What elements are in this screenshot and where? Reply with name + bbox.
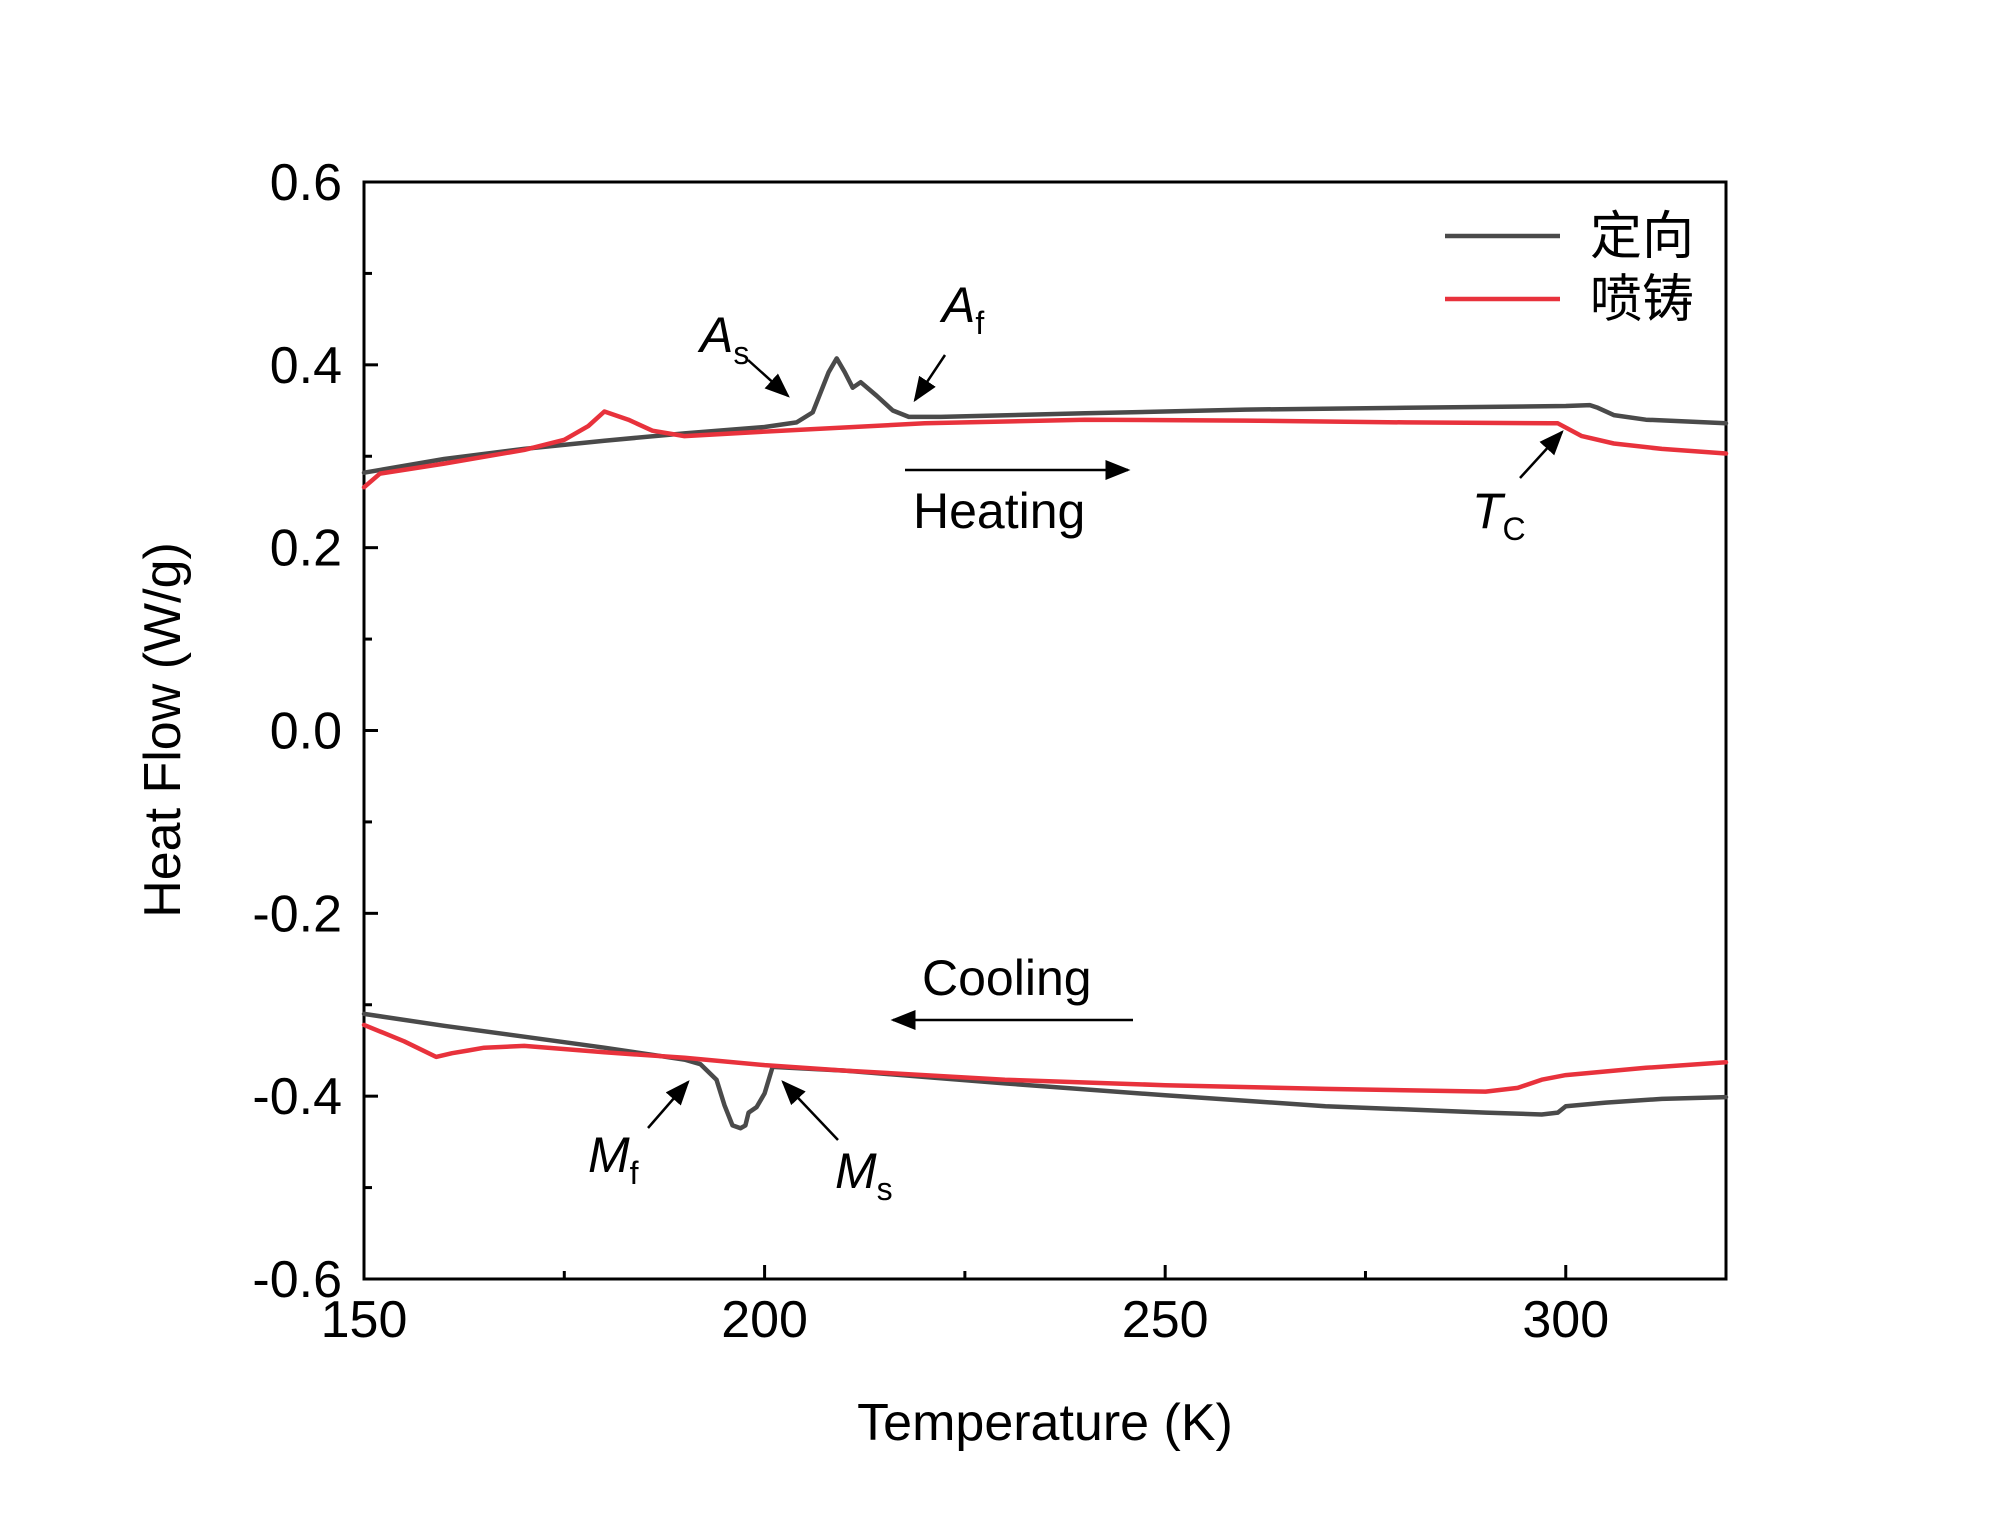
label-tc-sub: C <box>1503 511 1526 547</box>
arrow-as <box>747 359 790 398</box>
series-line-dingxiang-heating <box>361 356 1729 475</box>
x-axis-ticks: 150 200 250 300 <box>321 1265 1609 1349</box>
arrow-mf <box>647 1080 690 1129</box>
label-tc-main: T <box>1472 483 1506 539</box>
legend: 定向 喷铸 <box>1445 207 1694 330</box>
label-heating: Heating <box>913 483 1085 539</box>
label-as-sub: s <box>733 335 749 371</box>
label-cooling: Cooling <box>922 950 1092 1006</box>
label-ms: Ms <box>835 1143 893 1207</box>
legend-label-penzhu: 喷铸 <box>1590 270 1694 330</box>
annotation-labels: As Af TC Mf Ms Heating Cooling <box>588 277 1526 1207</box>
x-tick-label: 300 <box>1522 1291 1609 1349</box>
arrow-ms <box>781 1080 839 1141</box>
series-line-penzhu-heating <box>361 409 1729 490</box>
label-as: As <box>697 307 749 371</box>
y-axis-title: Heat Flow (W/g) <box>134 542 192 918</box>
label-ms-main: M <box>835 1143 877 1199</box>
x-axis-title: Temperature (K) <box>857 1394 1233 1452</box>
y-tick-label: 0.4 <box>270 337 342 395</box>
y-tick-label: 0.0 <box>270 703 342 761</box>
label-mf-sub: f <box>630 1155 639 1191</box>
label-af: Af <box>939 277 984 341</box>
y-tick-label: -0.4 <box>252 1068 342 1126</box>
label-mf-main: M <box>588 1127 630 1183</box>
arrow-af <box>913 354 947 403</box>
series-line-penzhu-cooling <box>361 1022 1729 1094</box>
x-tick-label: 200 <box>721 1291 808 1349</box>
annotation-arrows <box>647 354 1564 1141</box>
label-af-sub: f <box>975 305 984 341</box>
series-line-dingxiang-cooling <box>361 1011 1729 1131</box>
label-tc: TC <box>1472 483 1526 547</box>
label-mf: Mf <box>588 1127 639 1191</box>
y-tick-label: 0.6 <box>270 154 342 212</box>
x-tick-label: 150 <box>321 1291 408 1349</box>
y-tick-label: -0.2 <box>252 885 342 943</box>
y-axis-ticks: -0.6 -0.4 -0.2 0.0 0.2 0.4 0.6 <box>252 154 378 1309</box>
y-tick-label: 0.2 <box>270 520 342 578</box>
legend-label-dingxiang: 定向 <box>1590 207 1694 267</box>
y-tick-label: -0.6 <box>252 1251 342 1309</box>
label-af-main: A <box>939 277 975 333</box>
series-layer <box>361 356 1729 1131</box>
label-ms-sub: s <box>877 1171 893 1207</box>
x-tick-label: 250 <box>1122 1291 1209 1349</box>
arrow-tc <box>1519 430 1564 479</box>
label-as-main: A <box>697 307 733 363</box>
